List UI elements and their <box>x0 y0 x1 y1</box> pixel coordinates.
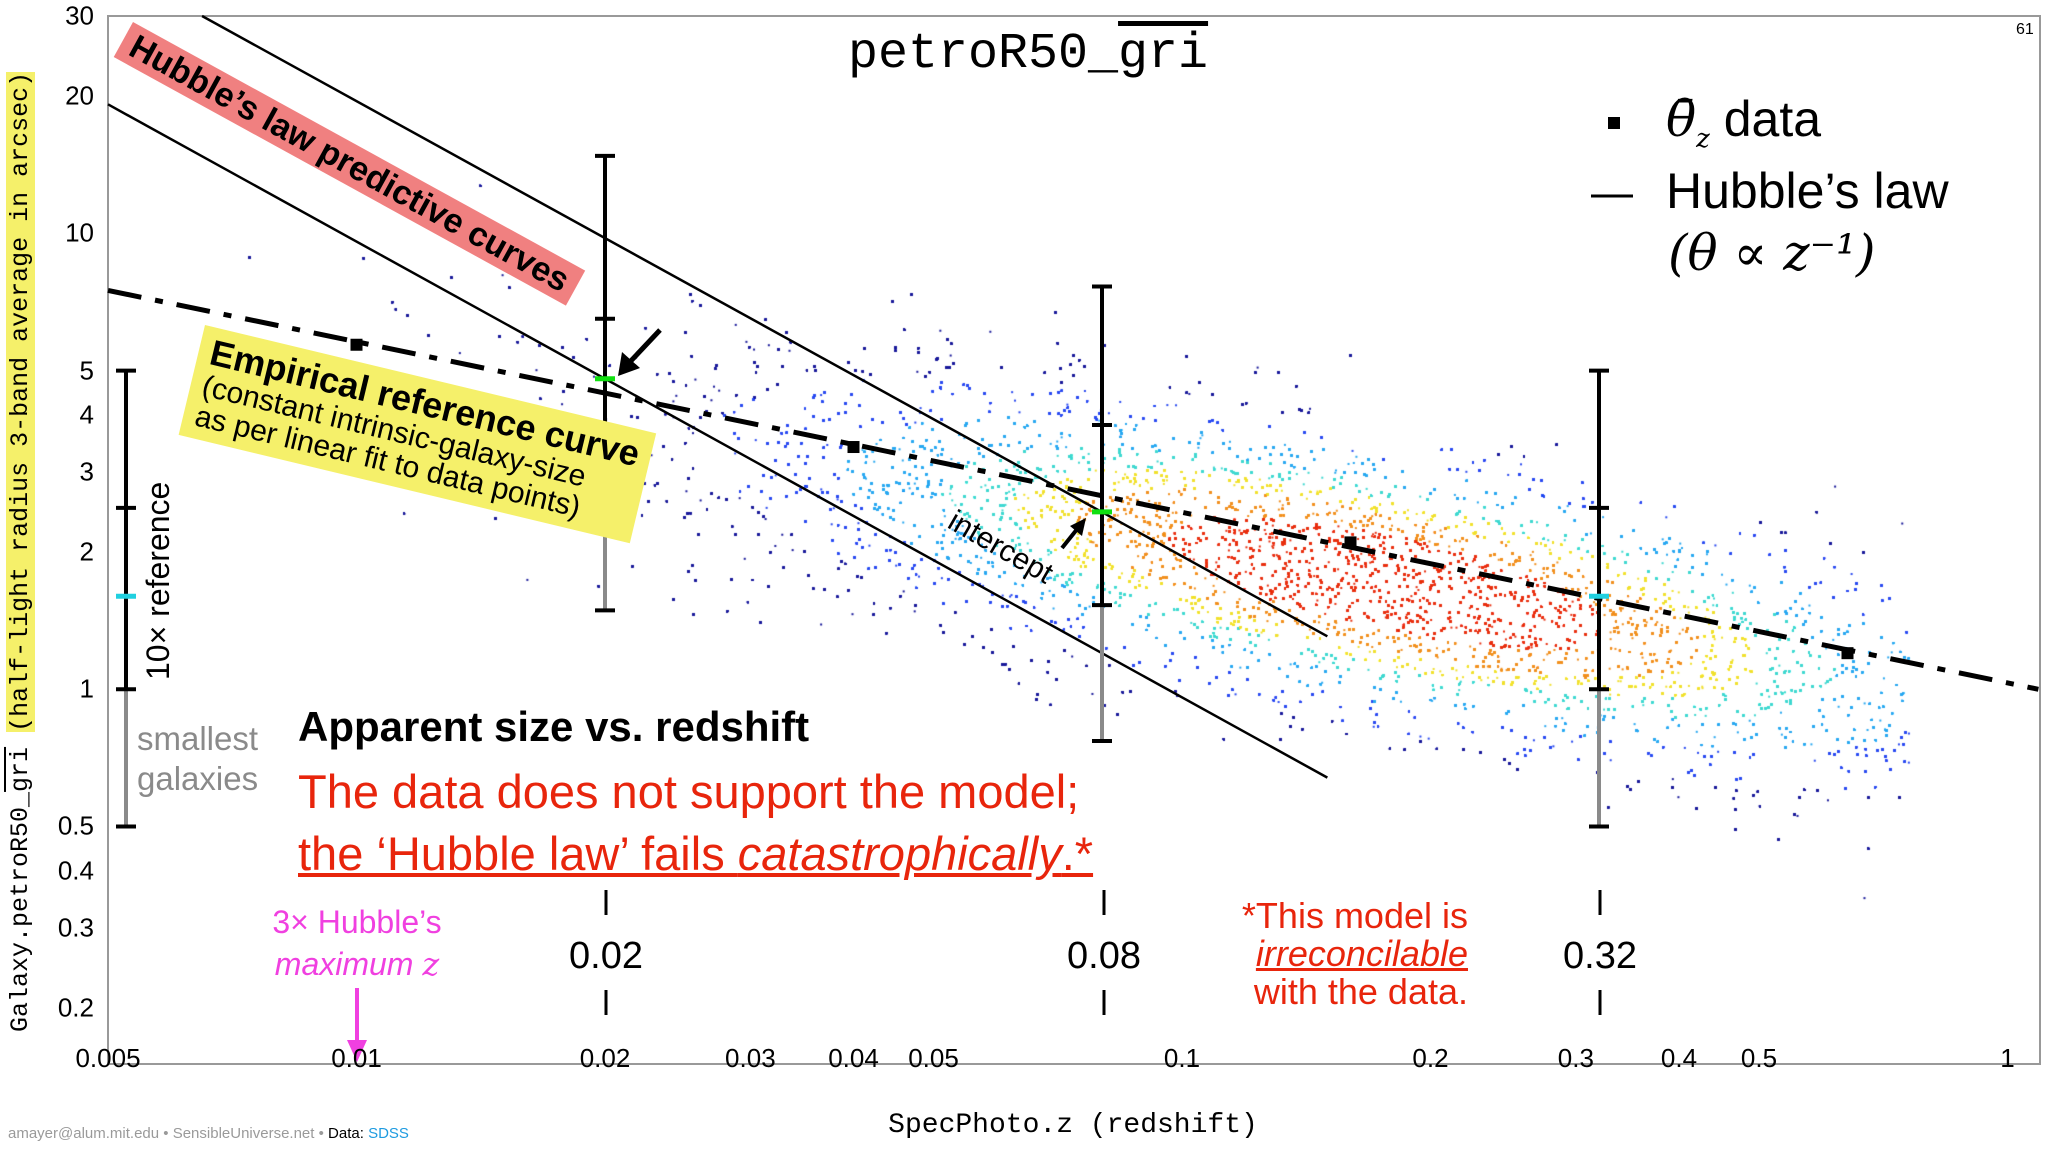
y-tick-label: 0.5 <box>57 810 94 841</box>
sdss-link[interactable]: SDSS <box>368 1125 409 1142</box>
smallest-label-1: smallest <box>137 720 259 757</box>
arrow-head-icon <box>1070 518 1086 536</box>
x-tick-label: 0.4 <box>1660 1043 1698 1073</box>
x-tick-label: 0.01 <box>331 1043 382 1073</box>
hubble-law-line <box>201 14 1328 638</box>
x-tick-label: 0.05 <box>908 1043 959 1073</box>
footer-credit: amayer@alum.mit.edu • SensibleUniverse.n… <box>8 1125 409 1142</box>
linear-fit-line <box>107 287 2039 692</box>
x-tick-label: 0.02 <box>579 1043 631 1073</box>
x-tick-label: 0.3 <box>1557 1043 1594 1073</box>
page-number: 61 <box>2016 21 2034 38</box>
y-tick-label: 10 <box>65 217 94 248</box>
y-tick-label: 30 <box>65 0 94 31</box>
y-tick-label: 5 <box>79 355 94 386</box>
x-axis-title: SpecPhoto.z (redshift) <box>888 1110 1258 1141</box>
x-tick-label: 1 <box>2000 1043 2015 1073</box>
mean-data-point <box>1344 536 1357 549</box>
arrow-to-intercept <box>1060 526 1080 550</box>
legend-formula: (θ ∝ z⁻¹) <box>1668 224 1876 282</box>
legend-data-entry: θ̄z data <box>1666 90 1822 154</box>
x-tick-label: 0.03 <box>725 1043 776 1073</box>
hubble-max-label-1: 3× Hubble’s <box>272 904 442 940</box>
y-tick-label: 4 <box>79 399 94 430</box>
x-tick-label: 0.005 <box>75 1043 141 1073</box>
bin-tick-marks <box>604 890 1602 1015</box>
mean-data-point <box>847 441 860 454</box>
arrow-to-green-point <box>626 328 662 366</box>
bin-label-0.32: 0.32 <box>1563 935 1637 977</box>
headline: Apparent size vs. redshift <box>298 703 810 750</box>
note-line-1: *This model is <box>1241 895 1468 936</box>
x-tick-label: 0.1 <box>1163 1043 1201 1073</box>
claim-line-1: The data does not support the model; <box>298 765 1080 818</box>
smallest-label-2: galaxies <box>137 760 259 797</box>
claim-line-2: the ‘Hubble law’ fails catastrophically.… <box>298 827 1094 880</box>
note-line-3: with the data. <box>1253 971 1468 1012</box>
mean-data-point <box>1841 647 1854 660</box>
hubble-max-label-2: maximum z <box>274 945 440 983</box>
y-tick-label: 1 <box>79 673 94 704</box>
legend-square-swatch <box>1608 117 1620 129</box>
reference-label: 10× reference <box>140 481 176 680</box>
hubble-law-line <box>107 103 1328 779</box>
bin-label-0.02: 0.02 <box>569 935 643 977</box>
chart-title: petroR50_gri <box>848 26 1209 83</box>
y-tick-label: 3 <box>79 456 94 487</box>
y-tick-label: 20 <box>65 80 94 111</box>
y-tick-label: 0.4 <box>57 855 94 886</box>
note-line-2: irreconcilable <box>1255 933 1468 974</box>
legend-hubble-entry: Hubble’s law <box>1666 163 1949 219</box>
y-tick-label: 2 <box>79 536 94 567</box>
y-axis-title: Galaxy.petroR50_gri (half-light radius 3… <box>6 71 35 1032</box>
mean-data-point <box>350 338 363 351</box>
y-tick-label: 0.3 <box>57 912 94 943</box>
y-tick-label: 0.2 <box>57 992 94 1023</box>
arrow-head-icon <box>618 352 640 376</box>
x-tick-label: 0.2 <box>1412 1043 1449 1073</box>
bin-label-0.08: 0.08 <box>1067 935 1141 977</box>
x-tick-label: 0.5 <box>1740 1043 1778 1073</box>
x-tick-label: 0.04 <box>828 1043 879 1073</box>
plot-frame <box>107 15 2041 1065</box>
arrow-down-icon <box>347 1040 367 1062</box>
